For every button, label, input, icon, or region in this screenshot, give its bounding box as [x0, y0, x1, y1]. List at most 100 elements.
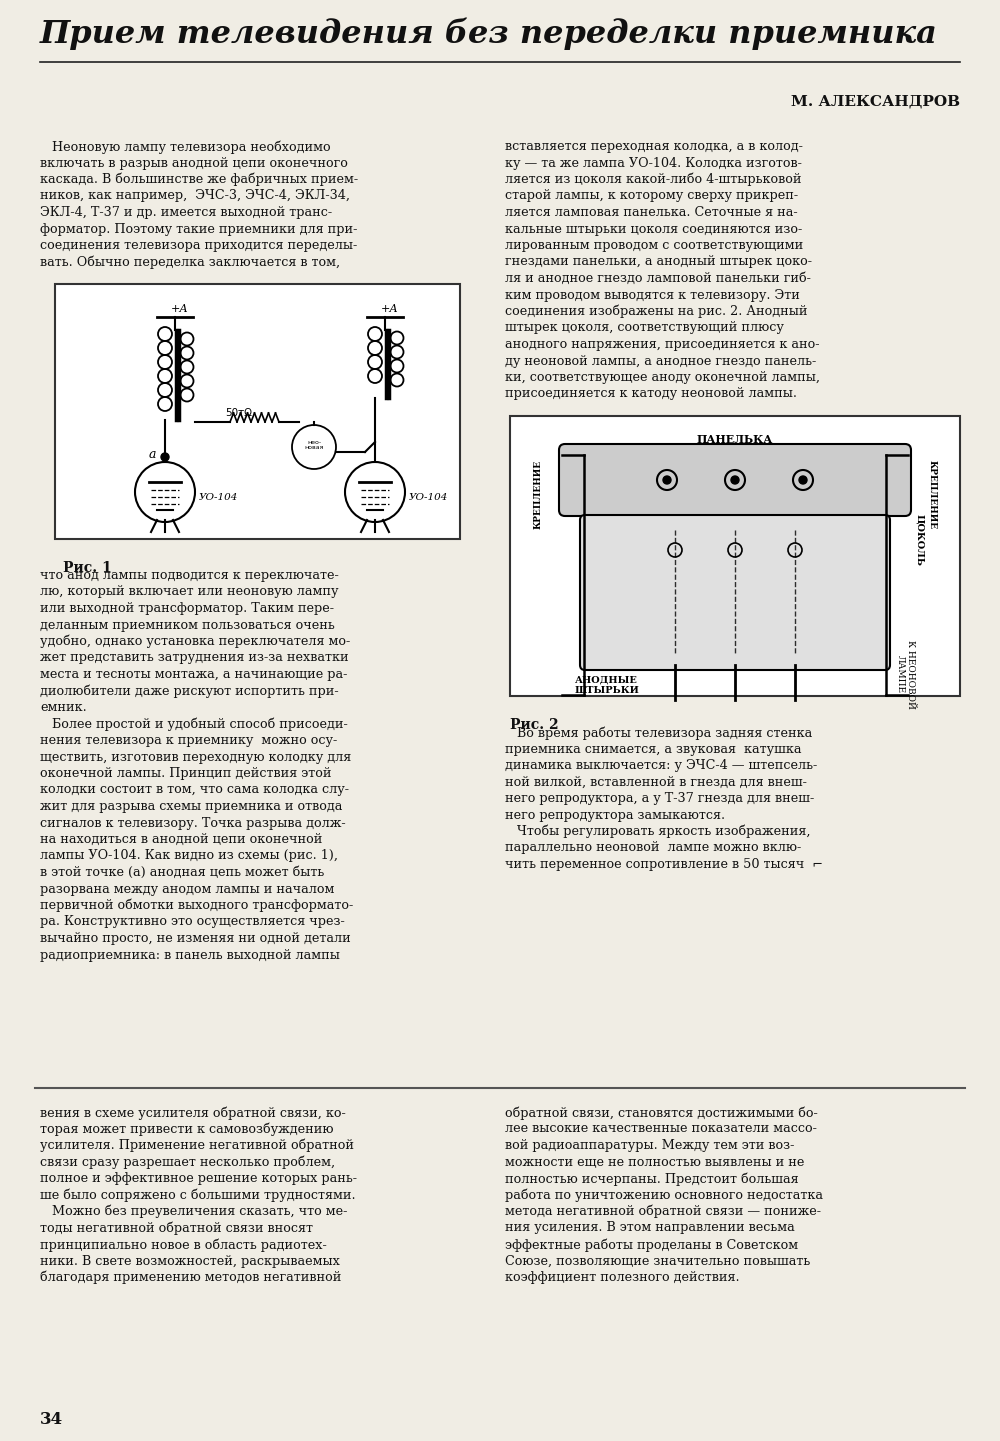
Text: 34: 34 [40, 1411, 63, 1428]
Text: чить переменное сопротивление в 50 тысяч  ⌐: чить переменное сопротивление в 50 тысяч… [505, 857, 823, 870]
Bar [510, 416, 960, 696]
Text: полностью исчерпаны. Предстоит большая: полностью исчерпаны. Предстоит большая [505, 1172, 799, 1186]
Text: КРЕПЛЕНИЕ: КРЕПЛЕНИЕ [534, 460, 542, 529]
Text: на находиться в анодной цепи оконечной: на находиться в анодной цепи оконечной [40, 833, 322, 846]
Text: или выходной трансформатор. Таким пере-: или выходной трансформатор. Таким пере- [40, 602, 334, 615]
Text: места и тесноты монтажа, а начинающие ра-: места и тесноты монтажа, а начинающие ра… [40, 669, 347, 682]
Text: М. АЛЕКСАНДРОВ: М. АЛЕКСАНДРОВ [791, 95, 960, 110]
Text: благодаря применению методов негативной: благодаря применению методов негативной [40, 1271, 341, 1284]
Text: ществить, изготовив переходную колодку для: ществить, изготовив переходную колодку д… [40, 751, 351, 764]
Text: соединения изображены на рис. 2. Анодный: соединения изображены на рис. 2. Анодный [505, 305, 808, 318]
Circle shape [731, 476, 739, 484]
Text: обратной связи, становятся достижимыми бо-: обратной связи, становятся достижимыми б… [505, 1107, 818, 1120]
Text: связи сразу разрешает несколько проблем,: связи сразу разрешает несколько проблем, [40, 1156, 335, 1169]
Text: ния усиления. В этом направлении весьма: ния усиления. В этом направлении весьма [505, 1222, 795, 1235]
Text: УО-104: УО-104 [409, 493, 448, 501]
Text: Во время работы телевизора задняя стенка: Во время работы телевизора задняя стенка [505, 726, 812, 739]
Text: вой радиоаппаратуры. Между тем эти воз-: вой радиоаппаратуры. Между тем эти воз- [505, 1138, 794, 1151]
Text: К НЕОНОВОЙ
ЛАМПЕ: К НЕОНОВОЙ ЛАМПЕ [895, 640, 915, 709]
Text: емник.: емник. [40, 700, 87, 713]
Text: метода негативной обратной связи — пониже-: метода негативной обратной связи — пониж… [505, 1205, 821, 1219]
Text: УО-104: УО-104 [199, 493, 238, 501]
Text: тоды негативной обратной связи вносят: тоды негативной обратной связи вносят [40, 1222, 313, 1235]
Text: вставляется переходная колодка, а в колод-: вставляется переходная колодка, а в коло… [505, 140, 803, 153]
Text: Можно без преувеличения сказать, что ме-: Можно без преувеличения сказать, что ме- [40, 1205, 347, 1219]
Text: нео-
новая: нео- новая [304, 440, 324, 451]
Text: ра. Конструктивно это осуществляется чрез-: ра. Конструктивно это осуществляется чре… [40, 915, 345, 928]
Text: а: а [149, 448, 156, 461]
Text: каскада. В большинстве же фабричных прием-: каскада. В большинстве же фабричных прие… [40, 173, 358, 186]
Text: сигналов к телевизору. Точка разрыва долж-: сигналов к телевизору. Точка разрыва дол… [40, 817, 346, 830]
Text: него репродуктора, а у Т-37 гнезда для внеш-: него репродуктора, а у Т-37 гнезда для в… [505, 793, 814, 806]
Text: радиоприемника: в панель выходной лампы: радиоприемника: в панель выходной лампы [40, 948, 340, 961]
FancyBboxPatch shape [580, 514, 890, 670]
Text: АНОДНЫЕ
ШТЫРЬКИ: АНОДНЫЕ ШТЫРЬКИ [575, 676, 640, 696]
Text: включать в разрыв анодной цепи оконечного: включать в разрыв анодной цепи оконечног… [40, 157, 348, 170]
Text: можности еще не полностью выявлены и не: можности еще не полностью выявлены и не [505, 1156, 804, 1169]
Text: эффектные работы проделаны в Советском: эффектные работы проделаны в Советском [505, 1238, 798, 1251]
Text: +А: +А [171, 304, 189, 314]
Text: гнездами панельки, а анодный штырек цоко-: гнездами панельки, а анодный штырек цоко… [505, 255, 812, 268]
Text: ляется из цоколя какой-либо 4-штырьковой: ляется из цоколя какой-либо 4-штырьковой [505, 173, 802, 186]
Text: Союзе, позволяющие значительно повышать: Союзе, позволяющие значительно повышать [505, 1255, 810, 1268]
Text: лю, который включает или неоновую лампу: лю, который включает или неоновую лампу [40, 585, 338, 598]
Text: нения телевизора к приемнику  можно осу-: нения телевизора к приемнику можно осу- [40, 733, 337, 746]
Text: ной вилкой, вставленной в гнезда для внеш-: ной вилкой, вставленной в гнезда для вне… [505, 775, 807, 788]
Text: в этой точке (а) анодная цепь может быть: в этой точке (а) анодная цепь может быть [40, 866, 324, 879]
Text: коэффициент полезного действия.: коэффициент полезного действия. [505, 1271, 740, 1284]
Text: жит для разрыва схемы приемника и отвода: жит для разрыва схемы приемника и отвода [40, 800, 342, 813]
Text: ля и анодное гнездо ламповой панельки гиб-: ля и анодное гнездо ламповой панельки ги… [505, 272, 811, 285]
Text: ЦОКОЛЬ: ЦОКОЛЬ [916, 514, 924, 566]
Text: ким проводом выводятся к телевизору. Эти: ким проводом выводятся к телевизору. Эти [505, 288, 800, 301]
Text: ляется ламповая панелька. Сеточные я на-: ляется ламповая панелька. Сеточные я на- [505, 206, 798, 219]
Text: ду неоновой лампы, а анодное гнездо панель-: ду неоновой лампы, а анодное гнездо пане… [505, 354, 816, 367]
Text: ПАНЕЛЬКА: ПАНЕЛЬКА [697, 434, 773, 445]
Text: старой лампы, к которому сверху прикреп-: старой лампы, к которому сверху прикреп- [505, 190, 798, 203]
Text: Рис. 2: Рис. 2 [510, 718, 559, 732]
Text: анодного напряжения, присоединяется к ано-: анодного напряжения, присоединяется к ан… [505, 339, 820, 352]
Text: параллельно неоновой  лампе можно вклю-: параллельно неоновой лампе можно вклю- [505, 842, 801, 855]
Text: соединения телевизора приходится переделы-: соединения телевизора приходится передел… [40, 239, 357, 252]
Text: ЭКЛ-4, Т-37 и др. имеется выходной транс-: ЭКЛ-4, Т-37 и др. имеется выходной транс… [40, 206, 332, 219]
Text: удобно, однако установка переключателя мо-: удобно, однако установка переключателя м… [40, 635, 350, 648]
Text: колодки состоит в том, что сама колодка слу-: колодки состоит в том, что сама колодка … [40, 784, 349, 797]
Text: кальные штырьки цоколя соединяются изо-: кальные штырьки цоколя соединяются изо- [505, 222, 802, 235]
Text: +А: +А [381, 304, 399, 314]
Text: деланным приемником пользоваться очень: деланным приемником пользоваться очень [40, 618, 335, 631]
Text: Прием телевидения без переделки приемника: Прием телевидения без переделки приемник… [40, 17, 938, 50]
Text: вения в схеме усилителя обратной связи, ко-: вения в схеме усилителя обратной связи, … [40, 1107, 346, 1120]
Text: разорвана между анодом лампы и началом: разорвана между анодом лампы и началом [40, 882, 334, 895]
Text: ше было сопряжено с большими трудностями.: ше было сопряжено с большими трудностями… [40, 1189, 356, 1202]
Text: первичной обмотки выходного трансформато-: первичной обмотки выходного трансформато… [40, 899, 353, 912]
Text: присоединяется к катоду неоновой лампы.: присоединяется к катоду неоновой лампы. [505, 388, 797, 401]
Text: что анод лампы подводится к переключате-: что анод лампы подводится к переключате- [40, 569, 339, 582]
Text: принципиально новое в область радиотех-: принципиально новое в область радиотех- [40, 1238, 327, 1251]
Text: него репродуктора замыкаются.: него репродуктора замыкаются. [505, 808, 725, 821]
Bar [55, 284, 460, 539]
Text: ников, как например,  ЭЧС-3, ЭЧС-4, ЭКЛ-34,: ников, как например, ЭЧС-3, ЭЧС-4, ЭКЛ-3… [40, 190, 350, 203]
Text: полное и эффективное решение которых рань-: полное и эффективное решение которых ран… [40, 1172, 357, 1185]
Text: вычайно просто, не изменяя ни одной детали: вычайно просто, не изменяя ни одной дета… [40, 932, 351, 945]
Text: диолюбители даже рискуют испортить при-: диолюбители даже рискуют испортить при- [40, 684, 339, 697]
Text: форматор. Поэтому такие приемники для при-: форматор. Поэтому такие приемники для пр… [40, 222, 357, 235]
Text: лее высокие качественные показатели массо-: лее высокие качественные показатели масс… [505, 1123, 817, 1136]
FancyBboxPatch shape [559, 444, 911, 516]
Circle shape [799, 476, 807, 484]
Text: лированным проводом с соответствующими: лированным проводом с соответствующими [505, 239, 803, 252]
Text: Неоновую лампу телевизора необходимо: Неоновую лампу телевизора необходимо [40, 140, 331, 154]
Text: торая может привести к самовозбуждению: торая может привести к самовозбуждению [40, 1123, 334, 1136]
Text: усилителя. Применение негативной обратной: усилителя. Применение негативной обратно… [40, 1138, 354, 1153]
Text: вать. Обычно переделка заключается в том,: вать. Обычно переделка заключается в том… [40, 255, 340, 269]
Circle shape [161, 452, 169, 461]
Text: ку — та же лампа УО-104. Колодка изготов-: ку — та же лампа УО-104. Колодка изготов… [505, 157, 802, 170]
Text: Рис. 1: Рис. 1 [63, 561, 112, 575]
Text: динамика выключается: у ЭЧС-4 — штепсель-: динамика выключается: у ЭЧС-4 — штепсель… [505, 759, 817, 772]
Text: КРЕПЛЕНИЕ: КРЕПЛЕНИЕ [928, 460, 936, 529]
Text: лампы УО-104. Как видно из схемы (рис. 1),: лампы УО-104. Как видно из схемы (рис. 1… [40, 850, 338, 863]
Text: Чтобы регулировать яркость изображения,: Чтобы регулировать яркость изображения, [505, 826, 810, 839]
Circle shape [663, 476, 671, 484]
Text: штырек цоколя, соответствующий плюсу: штырек цоколя, соответствующий плюсу [505, 321, 784, 334]
Text: оконечной лампы. Принцип действия этой: оконечной лампы. Принцип действия этой [40, 767, 332, 780]
Text: Более простой и удобный способ присоеди-: Более простой и удобный способ присоеди- [40, 718, 348, 731]
Text: приемника снимается, а звуковая  катушка: приемника снимается, а звуковая катушка [505, 742, 802, 755]
